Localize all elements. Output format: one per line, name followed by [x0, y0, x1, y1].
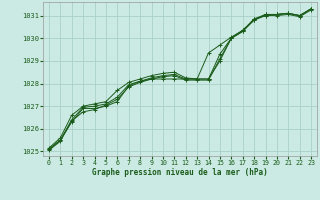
X-axis label: Graphe pression niveau de la mer (hPa): Graphe pression niveau de la mer (hPa) [92, 168, 268, 177]
